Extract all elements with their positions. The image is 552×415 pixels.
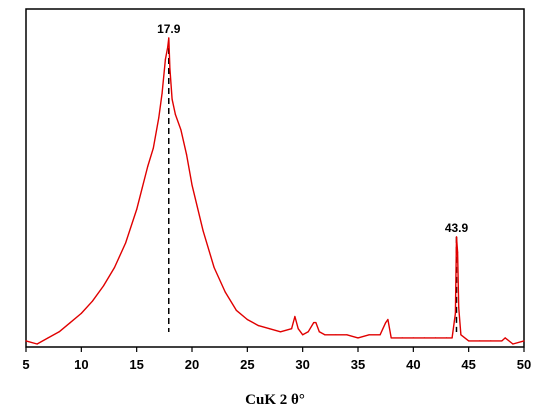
data-point [141,187,143,189]
data-point [455,236,458,238]
data-point [458,306,460,308]
data-point [490,340,492,342]
x-tick-label: 15 [129,357,143,372]
data-point [523,340,525,342]
data-point [387,318,389,321]
data-point [161,92,163,94]
data-point [307,331,309,333]
data-point [315,322,317,324]
data-point [268,328,271,330]
x-tick-label: 5 [22,357,29,372]
data-point [291,328,293,330]
data-point [512,343,514,345]
x-tick-label: 10 [74,357,88,372]
data-point [136,208,138,210]
peak-label: 17.9 [157,22,181,36]
data-point [501,340,503,342]
plot-frame [25,8,525,348]
data-point [368,334,370,336]
data-point [25,340,27,342]
data-point [279,331,282,333]
data-point [294,315,296,318]
data-point [302,334,304,336]
data-point [318,331,320,333]
data-point [457,251,459,253]
data-point [91,300,93,302]
data-point [164,58,166,61]
data-point [468,340,470,342]
peak-label: 43.9 [445,221,469,235]
data-point [460,334,462,336]
data-point [185,153,188,155]
x-tick-label: 20 [185,357,199,372]
data-point [379,334,381,336]
data-point [69,322,71,324]
data-point [235,309,237,311]
data-point [36,343,38,345]
x-axis-ticks: 5 10 15 20 25 30 35 40 45 50 [22,347,531,372]
data-point [401,337,403,339]
x-tick-label: 30 [295,357,309,372]
data-point [180,129,182,131]
data-point [335,334,337,336]
x-tick-label: 35 [351,357,365,372]
series-group [25,37,525,345]
data-point [113,266,116,269]
peak-annotations: 17.9 43.9 [157,22,468,332]
data-point [479,340,481,342]
data-point [224,291,226,293]
data-point [445,337,448,339]
data-point [454,312,456,314]
data-point [423,337,425,339]
xrd-pattern-line [25,37,525,345]
data-point [346,334,348,336]
data-point [174,113,176,116]
data-point [390,337,392,339]
data-point [167,46,169,48]
data-point [171,98,173,100]
data-point [125,242,127,244]
x-axis-title: CuK 2 θ° [245,392,305,408]
x-tick-label: 40 [406,357,420,372]
x-tick-label: 50 [517,357,531,372]
data-point [385,322,387,324]
data-point [191,184,193,186]
data-point [412,337,414,339]
data-point [297,328,299,330]
data-point [47,337,49,339]
data-point [102,285,105,287]
data-point [147,165,149,168]
data-point [152,147,154,149]
x-tick-label: 45 [461,357,475,372]
data-point [213,266,215,269]
data-point [246,318,248,321]
data-point [158,117,160,119]
data-point [257,325,259,327]
data-point [434,337,437,339]
data-point [504,337,506,339]
x-tick-label: 25 [240,357,254,372]
data-point [58,331,60,333]
data-point [451,337,453,339]
data-point [357,337,359,339]
data-point [169,68,171,70]
data-point [313,322,315,324]
data-point [324,334,326,336]
data-point [168,37,170,39]
data-point [80,312,82,314]
data-point [202,230,204,232]
